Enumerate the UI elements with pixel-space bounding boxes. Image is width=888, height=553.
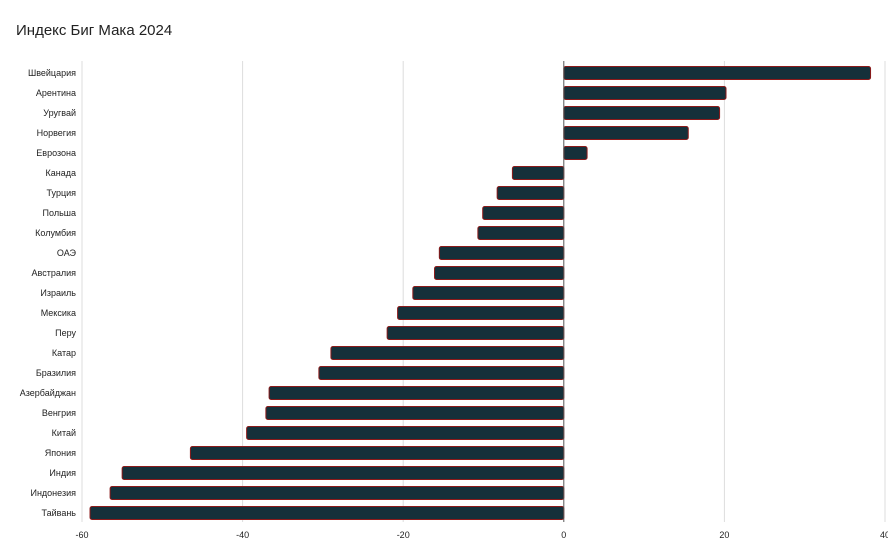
- category-label: Перу: [55, 328, 76, 338]
- bar-14: [330, 346, 565, 360]
- bar-3: [563, 126, 689, 140]
- bar-13: [386, 326, 565, 340]
- x-tick-label: -60: [75, 530, 88, 540]
- bar-0: [563, 66, 872, 80]
- category-label: ОАЭ: [57, 248, 77, 258]
- category-label: Катар: [52, 348, 76, 358]
- category-label: Венгрия: [42, 408, 76, 418]
- bar-16: [268, 386, 565, 400]
- bar-4: [563, 146, 588, 160]
- category-label: Еврозона: [36, 148, 76, 158]
- bar-2: [563, 106, 721, 120]
- bar-18: [246, 426, 565, 440]
- category-label: Индонезия: [30, 488, 76, 498]
- category-label: Колумбия: [35, 228, 76, 238]
- category-label: Уругвай: [43, 108, 76, 118]
- bar-11: [412, 286, 565, 300]
- category-label: Австралия: [32, 268, 77, 278]
- bar-21: [109, 486, 565, 500]
- category-label: Канада: [46, 168, 76, 178]
- bar-1: [563, 86, 727, 100]
- x-tick-label: 20: [719, 530, 729, 540]
- category-label: Израиль: [40, 288, 76, 298]
- category-label: Азербайджан: [20, 388, 76, 398]
- bar-5: [511, 166, 565, 180]
- category-label: Индия: [49, 468, 76, 478]
- category-label: Турция: [47, 188, 77, 198]
- category-label: Норвегия: [37, 128, 77, 138]
- bar-7: [482, 206, 565, 220]
- chart-title: Индекс Биг Мака 2024: [16, 22, 173, 39]
- x-tick-label: -40: [236, 530, 249, 540]
- x-tick-label: 40: [880, 530, 888, 540]
- x-tick-label: -20: [397, 530, 410, 540]
- bar-9: [438, 246, 565, 260]
- category-label: Тайвань: [42, 508, 77, 518]
- bar-19: [189, 446, 565, 460]
- category-label: Швейцария: [28, 68, 76, 78]
- x-tick-label: 0: [561, 530, 566, 540]
- bar-8: [477, 226, 565, 240]
- bar-15: [318, 366, 565, 380]
- category-label: Япония: [45, 448, 76, 458]
- bar-22: [89, 506, 565, 520]
- category-label: Бразилия: [36, 368, 76, 378]
- category-label: Мексика: [41, 308, 76, 318]
- bar-20: [121, 466, 565, 480]
- category-label: Арентина: [36, 88, 76, 98]
- bar-10: [434, 266, 565, 280]
- bar-17: [265, 406, 565, 420]
- category-label: Польша: [43, 208, 76, 218]
- bar-6: [496, 186, 565, 200]
- bar-12: [397, 306, 565, 320]
- category-label: Китай: [52, 428, 76, 438]
